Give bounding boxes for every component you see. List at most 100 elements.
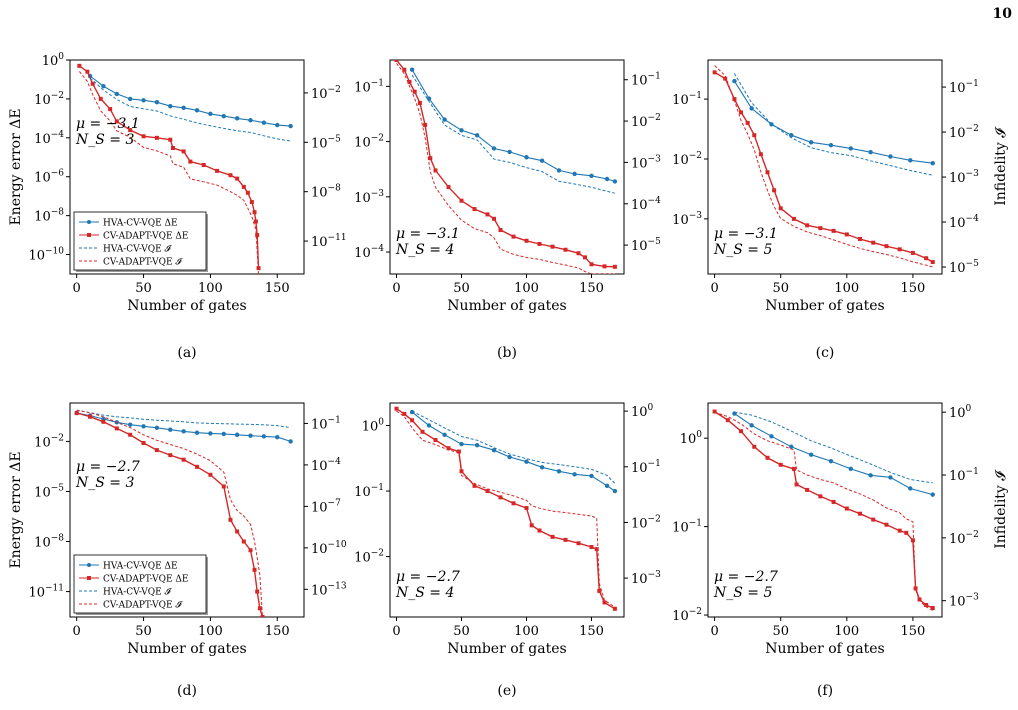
x-tick-label: 0: [392, 624, 400, 639]
annotation-mu: μ = −3.1: [396, 226, 460, 242]
data-point: [556, 469, 562, 474]
panel-caption: (b): [497, 345, 517, 361]
data-point: [576, 251, 581, 256]
data-point: [612, 179, 618, 184]
series-group: [74, 409, 293, 617]
data-point: [90, 81, 95, 86]
data-point: [394, 406, 399, 411]
data-point: [141, 134, 146, 139]
panel-caption: (c): [816, 345, 835, 361]
data-point: [101, 84, 106, 89]
data-point: [732, 78, 737, 84]
series-group: [712, 65, 935, 268]
legend-marker: [87, 576, 91, 580]
data-point: [808, 140, 814, 145]
data-point: [612, 264, 617, 269]
x-tick-label: 50: [772, 281, 789, 296]
plot-frame: [69, 59, 305, 275]
data-point: [492, 216, 496, 221]
data-point: [170, 145, 175, 150]
y-tick-label-right: 10−4: [311, 457, 341, 474]
data-point: [88, 414, 93, 419]
data-point: [712, 70, 717, 75]
legend: HVA-CV-VQE ΔE CV-ADAPT-VQE ΔE HVA-CV-VQE 𝓘…: [73, 554, 208, 615]
data-point: [417, 100, 422, 105]
series-line-1: [714, 71, 934, 263]
y-tick-label-left: 10−6: [34, 169, 64, 186]
annotation-mu: μ = −3.1: [76, 116, 140, 132]
x-tick-label: 150: [265, 281, 290, 296]
plot-frame: [707, 402, 943, 618]
legend-label: HVA-CV-VQE ΔE: [103, 219, 178, 229]
y-tick-label-right: 10−2: [949, 124, 979, 141]
y-tick-label-left: 10−10: [28, 247, 64, 264]
x-axis-label: Number of gates: [765, 641, 884, 657]
chart-panel-0: 0 50 100 150 100 10−2 10−4 10−6 10−8 10−10 10−2 10−…: [8, 52, 347, 361]
data-point: [831, 499, 836, 504]
y-tick-label-right: 10−1: [949, 79, 979, 96]
data-point: [235, 176, 240, 181]
x-tick-label: 150: [579, 624, 604, 639]
data-point: [402, 411, 407, 416]
data-point: [745, 120, 750, 125]
data-point: [410, 418, 415, 423]
data-point: [114, 91, 120, 97]
data-point: [252, 210, 257, 215]
chart-panel-2: 0 50 100 150 10−1 10−2 10−3 10−1 10−2 10−3 10−4 10−…: [672, 59, 1009, 361]
data-point: [181, 429, 186, 434]
data-point: [188, 159, 193, 164]
x-tick-label: 0: [73, 281, 81, 296]
data-point: [77, 63, 82, 68]
y-tick-label-right: 10−1: [311, 415, 341, 432]
y-tick-label-right: 10−5: [311, 134, 341, 151]
y-tick-label-right: 10−3: [631, 154, 661, 171]
data-point: [524, 459, 529, 464]
data-point: [789, 132, 794, 138]
y-tick-label-left: 10−2: [672, 607, 702, 624]
data-point: [612, 488, 618, 494]
plot-frame: [69, 402, 305, 618]
y-tick-label-right: 10−1: [631, 459, 661, 476]
data-point: [402, 67, 407, 72]
x-tick-label: 100: [834, 281, 859, 296]
data-point: [261, 120, 267, 125]
data-point: [498, 495, 503, 500]
data-point: [769, 434, 774, 439]
y-tick-label-right: 10−4: [949, 214, 979, 231]
data-point: [459, 128, 464, 133]
data-point: [583, 255, 587, 260]
data-point: [789, 444, 794, 449]
data-point: [752, 133, 757, 138]
data-point: [154, 99, 160, 105]
legend-label: CV-ADAPT-VQE ΔE: [103, 232, 188, 242]
legend-label: HVA-CV-VQE 𝓘: [103, 245, 173, 255]
data-point: [459, 198, 464, 203]
y-tick-label-left: 10−1: [672, 519, 702, 536]
y-tick-label-left: 10−2: [34, 433, 64, 450]
data-point: [589, 473, 594, 479]
data-point: [908, 158, 913, 163]
data-point: [234, 432, 240, 437]
data-point: [550, 534, 555, 539]
data-point: [848, 466, 853, 472]
data-point: [602, 264, 607, 269]
data-point: [252, 567, 257, 572]
panel-caption: (f): [817, 683, 833, 699]
y-tick-label-right: 10−10: [311, 540, 347, 557]
data-point: [529, 523, 534, 528]
data-point: [924, 256, 929, 261]
data-point: [181, 457, 186, 462]
data-point: [275, 434, 280, 440]
data-point: [828, 142, 834, 148]
data-point: [924, 602, 929, 607]
y-axis-label-left: Energy error ΔE: [8, 451, 24, 568]
data-point: [456, 449, 461, 454]
data-point: [446, 446, 451, 451]
data-point: [594, 547, 599, 552]
data-point: [739, 110, 744, 115]
legend-marker: [87, 220, 91, 224]
data-point: [805, 223, 810, 228]
data-point: [491, 146, 497, 151]
x-tick-label: 100: [514, 624, 539, 639]
